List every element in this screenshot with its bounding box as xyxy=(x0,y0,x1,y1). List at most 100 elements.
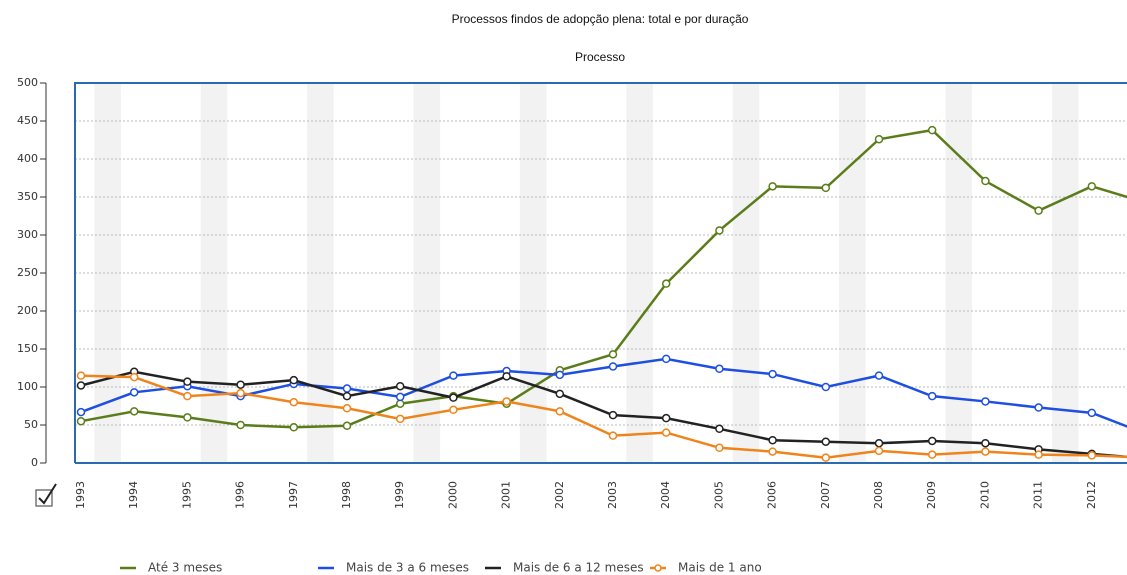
plot-frame xyxy=(74,82,1127,463)
data-point xyxy=(502,397,511,406)
data-point xyxy=(342,404,352,413)
data-point xyxy=(183,377,192,386)
x-tick-label: 1999 xyxy=(393,481,406,509)
chart-title: Processos findos de adopção plena: total… xyxy=(452,12,749,26)
data-point xyxy=(821,453,831,462)
data-point xyxy=(821,183,831,193)
data-point xyxy=(289,423,299,432)
data-point xyxy=(183,391,192,401)
data-point xyxy=(502,372,511,381)
data-point xyxy=(236,388,245,398)
data-point xyxy=(395,392,405,402)
y-tick-label: 0 xyxy=(31,456,38,469)
data-point xyxy=(555,407,565,416)
data-point xyxy=(661,279,671,288)
data-point xyxy=(608,350,618,359)
data-point xyxy=(236,420,245,430)
x-tick-label: 2009 xyxy=(925,481,938,509)
x-tick-label: 2004 xyxy=(659,481,672,509)
data-point xyxy=(981,176,990,186)
data-point xyxy=(715,443,724,453)
data-point xyxy=(1087,451,1097,460)
x-tick-label: 1998 xyxy=(340,481,353,509)
x-tick-label: 2002 xyxy=(553,481,566,509)
data-point xyxy=(768,369,777,379)
data-point xyxy=(981,447,990,456)
data-point xyxy=(821,382,831,392)
y-tick-label: 300 xyxy=(17,228,38,241)
x-tick-label: 2007 xyxy=(819,481,832,509)
data-point xyxy=(342,421,352,431)
y-tick-label: 500 xyxy=(17,76,38,89)
y-tick-label: 400 xyxy=(17,152,38,165)
data-point xyxy=(76,371,86,380)
data-point xyxy=(129,388,139,397)
data-point xyxy=(342,391,352,401)
legend-label: Até 3 meses xyxy=(148,561,222,575)
data-point xyxy=(874,134,884,144)
y-tick-label: 50 xyxy=(24,418,38,431)
data-point xyxy=(927,391,937,401)
data-point xyxy=(715,226,724,235)
y-tick-label: 100 xyxy=(17,380,38,393)
x-tick-label: 2012 xyxy=(1085,481,1098,509)
data-point xyxy=(874,371,884,380)
x-tick-label: 2000 xyxy=(446,481,459,509)
data-point xyxy=(874,446,884,456)
data-point xyxy=(661,413,671,423)
legend-item: Mais de 6 a 12 meses xyxy=(485,561,644,575)
y-tick-label: 200 xyxy=(17,304,38,317)
data-point xyxy=(129,372,139,382)
data-point xyxy=(1034,206,1043,215)
data-point xyxy=(76,381,86,390)
data-point xyxy=(927,450,937,459)
data-point xyxy=(821,437,831,446)
x-tick-label: 1994 xyxy=(127,481,140,509)
data-point xyxy=(768,182,777,191)
data-point xyxy=(236,380,245,389)
x-tick-label: 2006 xyxy=(766,481,779,509)
data-point xyxy=(608,431,618,440)
legend-item: Mais de 1 ano xyxy=(650,561,762,575)
data-point xyxy=(1087,182,1097,191)
legend-label: Mais de 1 ano xyxy=(678,561,762,575)
data-point xyxy=(768,435,777,445)
data-point xyxy=(289,375,299,385)
x-tick-label: 1993 xyxy=(74,481,87,509)
data-point xyxy=(395,414,405,424)
data-point xyxy=(395,381,405,391)
data-point xyxy=(661,428,671,437)
chart-subtitle: Processo xyxy=(575,50,625,64)
data-point xyxy=(289,397,299,407)
data-point xyxy=(555,370,565,380)
data-point xyxy=(715,424,724,434)
data-point xyxy=(1034,450,1043,459)
data-point xyxy=(608,410,618,420)
data-point xyxy=(1087,408,1097,418)
data-point xyxy=(715,364,724,374)
data-point xyxy=(927,436,937,446)
data-point xyxy=(768,447,777,456)
data-point xyxy=(129,407,139,416)
x-tick-label: 2005 xyxy=(712,481,725,509)
data-point xyxy=(76,407,86,417)
y-tick-label: 150 xyxy=(17,342,38,355)
data-point xyxy=(661,354,671,364)
plot-band xyxy=(732,83,760,463)
data-point xyxy=(981,397,990,406)
y-tick-label: 450 xyxy=(17,114,38,127)
data-point xyxy=(449,405,458,415)
x-tick-label: 1996 xyxy=(234,481,247,509)
legend-marker xyxy=(654,564,662,572)
y-tick-label: 350 xyxy=(17,190,38,203)
legend-item: Mais de 3 a 6 meses xyxy=(318,561,469,575)
x-tick-label: 2003 xyxy=(606,481,619,509)
checkbox-icon[interactable] xyxy=(35,483,57,507)
data-point xyxy=(927,125,937,135)
x-tick-label: 2010 xyxy=(978,481,991,509)
x-tick-label: 2011 xyxy=(1032,481,1045,509)
data-point xyxy=(449,371,458,380)
data-point xyxy=(608,362,618,371)
data-point xyxy=(395,399,405,408)
data-point xyxy=(76,416,86,426)
